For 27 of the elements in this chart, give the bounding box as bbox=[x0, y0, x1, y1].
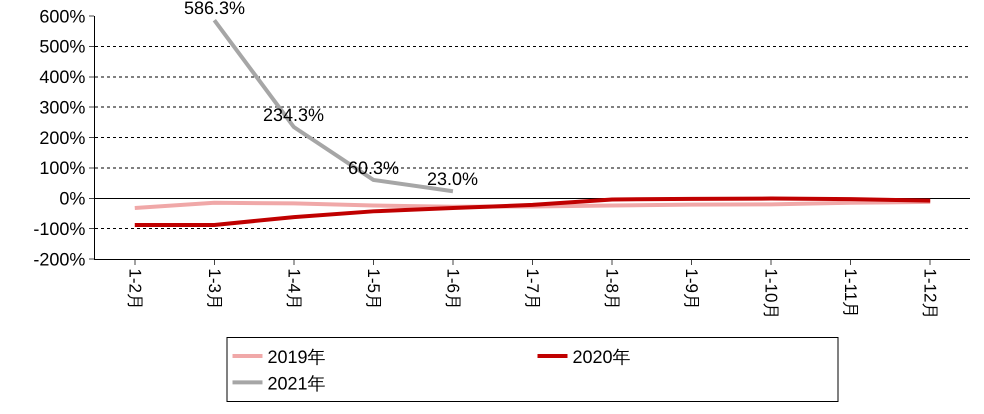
x-tick-label: 1-11月 bbox=[841, 268, 860, 318]
x-tick-label: 1-10月 bbox=[762, 268, 781, 320]
data-label: 234.3% bbox=[263, 105, 324, 125]
data-label: 23.0% bbox=[427, 169, 478, 189]
legend-label: 2020年 bbox=[572, 346, 631, 367]
x-tick-label: 1-4月 bbox=[284, 268, 304, 310]
x-tick-label: 1-12月 bbox=[920, 268, 940, 320]
legend-label: 2019年 bbox=[268, 346, 326, 367]
y-tick-label: 500% bbox=[39, 36, 86, 57]
y-tick-label: -100% bbox=[33, 218, 86, 239]
x-tick-label: 1-9月 bbox=[682, 268, 702, 310]
x-tick-label: 1-3月 bbox=[204, 268, 224, 310]
y-tick-label: 600% bbox=[39, 6, 86, 26]
legend-label: 2021年 bbox=[268, 373, 326, 394]
x-tick-label: 1-8月 bbox=[602, 268, 622, 310]
y-tick-label: 200% bbox=[39, 128, 86, 148]
x-tick-label: 1-2月 bbox=[125, 268, 144, 310]
x-tick-label: 1-5月 bbox=[364, 268, 383, 310]
y-tick-label: 400% bbox=[39, 67, 86, 88]
line-series bbox=[132, 196, 932, 227]
y-tick-label: 0% bbox=[59, 188, 86, 209]
x-tick-label: 1-7月 bbox=[522, 268, 542, 310]
data-label: 586.3% bbox=[184, 0, 246, 18]
y-tick-label: -200% bbox=[33, 249, 86, 270]
y-tick-label: 100% bbox=[39, 158, 86, 178]
y-tick-label: 300% bbox=[39, 97, 86, 118]
x-tick-label: 1-6月 bbox=[443, 268, 462, 310]
